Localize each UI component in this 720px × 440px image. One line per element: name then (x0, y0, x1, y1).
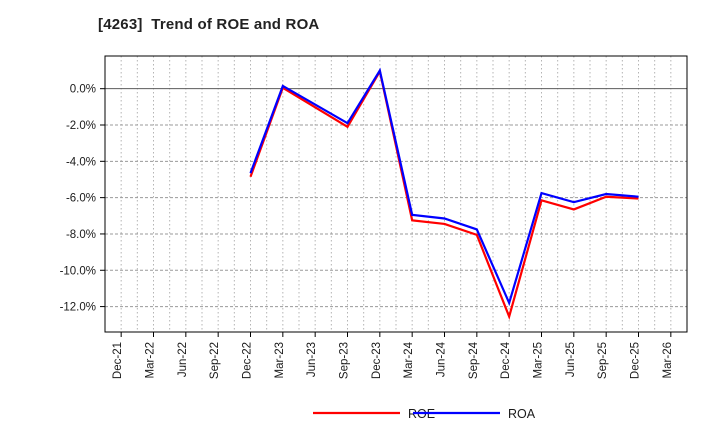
x-axis-tick-label: Jun-23 (306, 342, 318, 377)
x-axis-tick-label: Jun-22 (177, 342, 189, 377)
series-line-roe (249, 68, 639, 321)
x-axis-tick-label: Mar-25 (533, 342, 545, 378)
gridlines (105, 56, 687, 332)
x-axis-tick-label: Jun-24 (436, 341, 448, 377)
chart-legend: ROEROA (313, 407, 536, 421)
x-axis-tick-label: Dec-24 (500, 341, 512, 379)
legend-label-roa: ROA (508, 407, 536, 421)
x-axis-tick-label: Dec-22 (242, 342, 254, 379)
x-axis-tick-label: Jun-25 (565, 342, 577, 377)
y-axis-tick-label: -8.0% (66, 229, 96, 241)
y-axis-tick-label: -4.0% (66, 156, 96, 168)
x-axis-tick-label: Sep-25 (597, 342, 609, 379)
x-axis-tick-label: Mar-23 (274, 342, 286, 378)
y-axis-tick-label: -6.0% (66, 193, 96, 205)
y-axis-tick-label: 0.0% (70, 84, 96, 96)
page-title: [4263] Trend of ROE and ROA (98, 16, 320, 33)
x-axis-tick-label: Dec-25 (630, 342, 642, 379)
data-series-layer (249, 67, 639, 321)
x-axis-tick-label: Sep-24 (468, 341, 480, 379)
x-axis-tick-label: Mar-22 (145, 342, 157, 378)
y-axis-ticks: 0.0% -2.0% -4.0% -6.0% -8.0% -10.0% -12.0% (60, 84, 105, 314)
x-axis-tick-label: Sep-22 (209, 342, 221, 379)
y-axis-tick-label: -2.0% (66, 120, 96, 132)
x-axis-tick-label: Mar-26 (662, 342, 674, 378)
x-axis-tick-label: Sep-23 (339, 342, 351, 379)
y-axis-tick-label: -10.0% (60, 265, 96, 277)
x-axis-tick-label: Dec-23 (371, 342, 383, 379)
x-axis-tick-label: Dec-21 (112, 342, 124, 379)
series-line-roa (249, 67, 639, 307)
y-axis-tick-label: -12.0% (60, 302, 96, 314)
plot-frame (104, 55, 688, 333)
x-axis-tick-label: Mar-24 (403, 341, 415, 378)
x-axis-ticks: Dec-21 Mar-22 Jun-22 Sep-22 Dec-22 Mar-23 Jun-… (112, 332, 674, 379)
